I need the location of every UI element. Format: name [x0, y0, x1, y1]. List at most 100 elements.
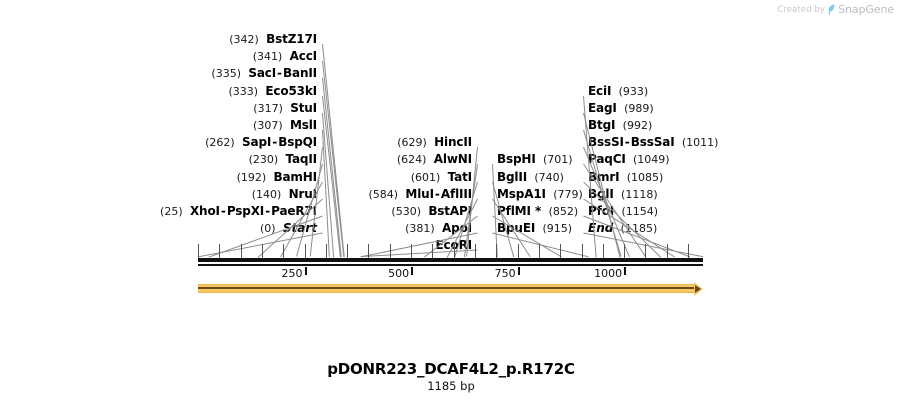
ruler-minor-tick — [602, 244, 604, 258]
site-position: (381) — [405, 222, 435, 236]
enzyme-name: BssSI — [588, 135, 624, 150]
ruler-minor-tick — [389, 244, 391, 258]
restriction-site-label[interactable]: (317) StuI — [253, 102, 317, 115]
restriction-site-label[interactable]: EciI (933) — [588, 85, 648, 98]
ruler-minor-tick — [538, 244, 540, 258]
site-position: (333) — [228, 84, 259, 98]
restriction-site-label[interactable]: BspHI (701) — [497, 153, 573, 166]
name-separator: - — [220, 204, 226, 218]
enzyme-name: MluI — [405, 186, 434, 201]
site-position: (915) — [542, 222, 573, 236]
restriction-site-label[interactable]: (140) NruI — [252, 188, 317, 201]
restriction-site-label[interactable]: BtgI (992) — [588, 119, 652, 132]
site-position: (262) — [205, 136, 235, 150]
site-position: (584) — [368, 187, 399, 201]
ruler-major-tick — [411, 266, 414, 275]
enzyme-name: BtgI — [588, 118, 616, 132]
orf-arrow-head-core — [695, 284, 701, 293]
enzyme-name: BssSaI — [630, 135, 675, 150]
ruler-minor-tick — [688, 244, 690, 258]
enzyme-name: EciI — [588, 83, 612, 98]
site-position: (342) — [229, 33, 259, 46]
restriction-site-label[interactable]: PflMI * (852) — [497, 205, 578, 218]
restriction-site-label[interactable]: PaqCI (1049) — [588, 153, 670, 166]
ruler-minor-tick — [219, 244, 221, 258]
backbone-bottom-rule — [198, 263, 703, 266]
enzyme-name: SacI — [248, 66, 277, 81]
ruler-minor-tick — [666, 244, 668, 258]
restriction-site-label[interactable]: PfoI (1154) — [588, 205, 658, 218]
enzyme-name: HincII — [434, 135, 472, 150]
site-position: (701) — [542, 153, 573, 167]
name-separator: - — [434, 186, 440, 201]
ruler-minor-tick — [432, 244, 434, 258]
site-position: (25) — [160, 205, 183, 218]
enzyme-name: MslI — [289, 118, 317, 132]
enzyme-name: BamHI — [273, 169, 317, 184]
snapgene-leaf-icon — [828, 4, 835, 15]
ruler-tick-label: 750 — [494, 267, 516, 280]
site-position: (740) — [534, 170, 564, 184]
orf-arrow — [0, 0, 902, 296]
ruler-minor-tick — [347, 244, 349, 258]
restriction-site-label[interactable]: (262) SapI-BspQI — [205, 136, 317, 149]
ruler-minor-tick — [517, 244, 519, 258]
enzyme-name: PflMI — [497, 204, 531, 218]
site-position: (1011) — [681, 136, 719, 150]
enzyme-name: BanII — [283, 66, 317, 81]
restriction-site-label[interactable]: BglI (1118) — [588, 188, 658, 201]
site-position: (530) — [391, 205, 421, 218]
site-position: (230) — [248, 153, 279, 167]
restriction-site-label[interactable]: (307) MslI — [253, 119, 317, 132]
site-position: (307) — [253, 119, 283, 132]
ruler-minor-tick — [325, 244, 327, 258]
restriction-site-label[interactable]: (584) MluI-AflIII — [368, 186, 473, 201]
restriction-site-label[interactable]: (341) AccI — [253, 50, 317, 63]
ruler-minor-tick — [240, 244, 242, 258]
site-position: (779) — [553, 187, 583, 201]
site-position: (989) — [624, 101, 654, 115]
restriction-site-label[interactable]: (342) BstZ17I — [229, 33, 317, 46]
restriction-site-label[interactable]: (333) Eco53kI — [228, 85, 317, 98]
restriction-site-label[interactable]: BglII (740) — [497, 171, 564, 184]
site-position: (335) — [211, 67, 242, 81]
enzyme-name: AflIII — [440, 186, 472, 201]
name-separator: - — [277, 66, 283, 81]
enzyme-name: AccI — [289, 49, 318, 64]
name-separator: - — [272, 135, 278, 150]
ruler-minor-tick — [496, 244, 498, 258]
ruler-minor-tick — [283, 244, 285, 258]
enzyme-name: BglI — [588, 186, 614, 201]
site-position: (341) — [252, 50, 283, 64]
restriction-site-label[interactable]: (230) TaqII — [248, 153, 318, 167]
restriction-site-label[interactable]: (530) BstAPI — [391, 205, 472, 218]
site-position: (624) — [396, 153, 427, 167]
restriction-site-label[interactable]: (601) TatI — [411, 171, 472, 184]
enzyme-name: Eco53kI — [265, 83, 317, 98]
enzyme-name: SapI — [242, 135, 272, 150]
enzyme-name: BglII — [497, 169, 528, 184]
enzyme-name: PspXI — [226, 204, 265, 218]
restriction-site-label[interactable]: MspA1I (779) — [497, 188, 583, 201]
restriction-site-label[interactable]: (25) XhoI-PspXI-PaeR7I — [160, 205, 317, 218]
ruler-minor-tick — [560, 244, 562, 258]
leader-line — [492, 232, 589, 258]
enzyme-name: AlwNI — [433, 152, 472, 167]
enzyme-name: PaqCI — [588, 152, 626, 167]
snapgene-watermark: Created by SnapGene — [777, 3, 894, 16]
restriction-site-label[interactable]: (335) SacI-BanII — [211, 67, 317, 80]
name-separator: - — [624, 135, 630, 150]
restriction-site-label[interactable]: (629) HincII — [397, 136, 472, 149]
restriction-site-label[interactable]: (192) BamHI — [237, 169, 318, 184]
enzyme-name: BstAPI — [428, 204, 472, 218]
restriction-site-label[interactable]: BssSI-BssSaI (1011) — [588, 136, 718, 149]
site-position: (0) — [259, 222, 276, 236]
ruler-minor-tick — [624, 244, 626, 258]
site-position: (317) — [253, 101, 283, 115]
enzyme-name: EagI — [588, 100, 617, 115]
ruler-major-tick — [304, 266, 307, 275]
restriction-site-label[interactable]: (624) AlwNI — [397, 153, 472, 166]
map-subtitle: 1185 bp — [427, 379, 475, 393]
restriction-site-label[interactable]: EagI (989) — [588, 102, 654, 115]
